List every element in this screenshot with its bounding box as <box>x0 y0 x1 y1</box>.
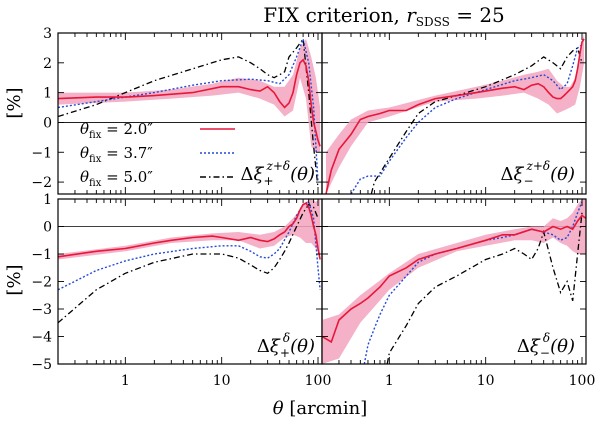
series-line-fix-3-7 <box>58 36 319 183</box>
series-line-fix-5-0 <box>386 212 583 364</box>
panel-bottom-right: 1 10 100 Δξ−δ(θ) <box>321 198 596 389</box>
y-tick-label: 0 <box>43 115 52 131</box>
y-tick-label: −2 <box>31 275 52 291</box>
y-tick-label: −5 <box>31 357 52 373</box>
y-axis-label-bottom: [%] <box>4 264 25 295</box>
y-tick-label: −2 <box>31 175 52 191</box>
series-line-fix-2-0 <box>58 202 321 260</box>
series-line-fix-2-0 <box>58 58 321 147</box>
series-line-fix-2-0 <box>322 214 586 344</box>
y-tick-label: −4 <box>31 330 52 346</box>
series-line-fix-3-7 <box>363 201 583 364</box>
x-tick-label: 1 <box>385 373 394 389</box>
x-tick-label: 10 <box>477 373 495 389</box>
y-tick-label: 2 <box>43 56 52 72</box>
x-axis-label: θ [arcmin] <box>273 398 367 419</box>
svg-text:θfix = 3.7″: θfix = 3.7″ <box>80 144 153 165</box>
panel-top-right: Δξ−z+δ(θ) <box>321 32 587 195</box>
y-axis-label-top: [%] <box>4 87 25 118</box>
y-tick-label: 3 <box>43 26 52 42</box>
legend-entry-5-0: θfix = 5.0″ <box>80 168 235 189</box>
panel-label-bottom-right: Δξ−δ(θ) <box>517 331 575 360</box>
legend-entry-3-7: θfix = 3.7″ <box>80 144 235 165</box>
panel-label-top-right: Δξ−z+δ(θ) <box>501 159 575 188</box>
series-line-fix-3-7 <box>58 200 321 291</box>
x-tick-label: 100 <box>305 373 332 389</box>
series-line-fix-5-0 <box>58 203 319 324</box>
panel-bottom-left: 1 10 100 −5 −4 −3 −2 −1 0 1 Δξ+δ(θ) <box>31 192 331 389</box>
y-tick-label: 1 <box>43 192 52 208</box>
panel-top-left: −2 −1 0 1 2 3 Δξ+z+δ(θ) <box>31 26 323 195</box>
svg-text:θfix = 2.0″: θfix = 2.0″ <box>80 120 153 141</box>
series-line-fix-2-0 <box>325 38 585 194</box>
legend: θfix = 2.0″ θfix = 3.7″ θfix = 5.0″ <box>80 120 235 189</box>
x-tick-label: 1 <box>121 373 130 389</box>
x-tick-label: 100 <box>569 373 596 389</box>
legend-entry-2-0: θfix = 2.0″ <box>80 120 235 141</box>
panel-frame <box>321 32 587 195</box>
y-tick-label: 1 <box>43 86 52 102</box>
panel-label-top-left: Δξ+z+δ(θ) <box>241 159 315 188</box>
y-tick-label: −1 <box>31 247 52 263</box>
chart-title: FIX criterion, rSDSS = 25 <box>263 3 505 29</box>
series-line-fix-3-7 <box>350 44 583 194</box>
y-tick-label: 0 <box>43 220 52 236</box>
y-tick-label: −3 <box>31 302 52 318</box>
error-band <box>58 199 321 260</box>
panel-label-bottom-left: Δξ+δ(θ) <box>257 331 315 360</box>
svg-text:θfix = 5.0″: θfix = 5.0″ <box>80 168 153 189</box>
x-tick-label: 10 <box>213 373 231 389</box>
error-band <box>58 39 321 153</box>
y-tick-label: −1 <box>31 145 52 161</box>
error-band <box>322 199 586 364</box>
